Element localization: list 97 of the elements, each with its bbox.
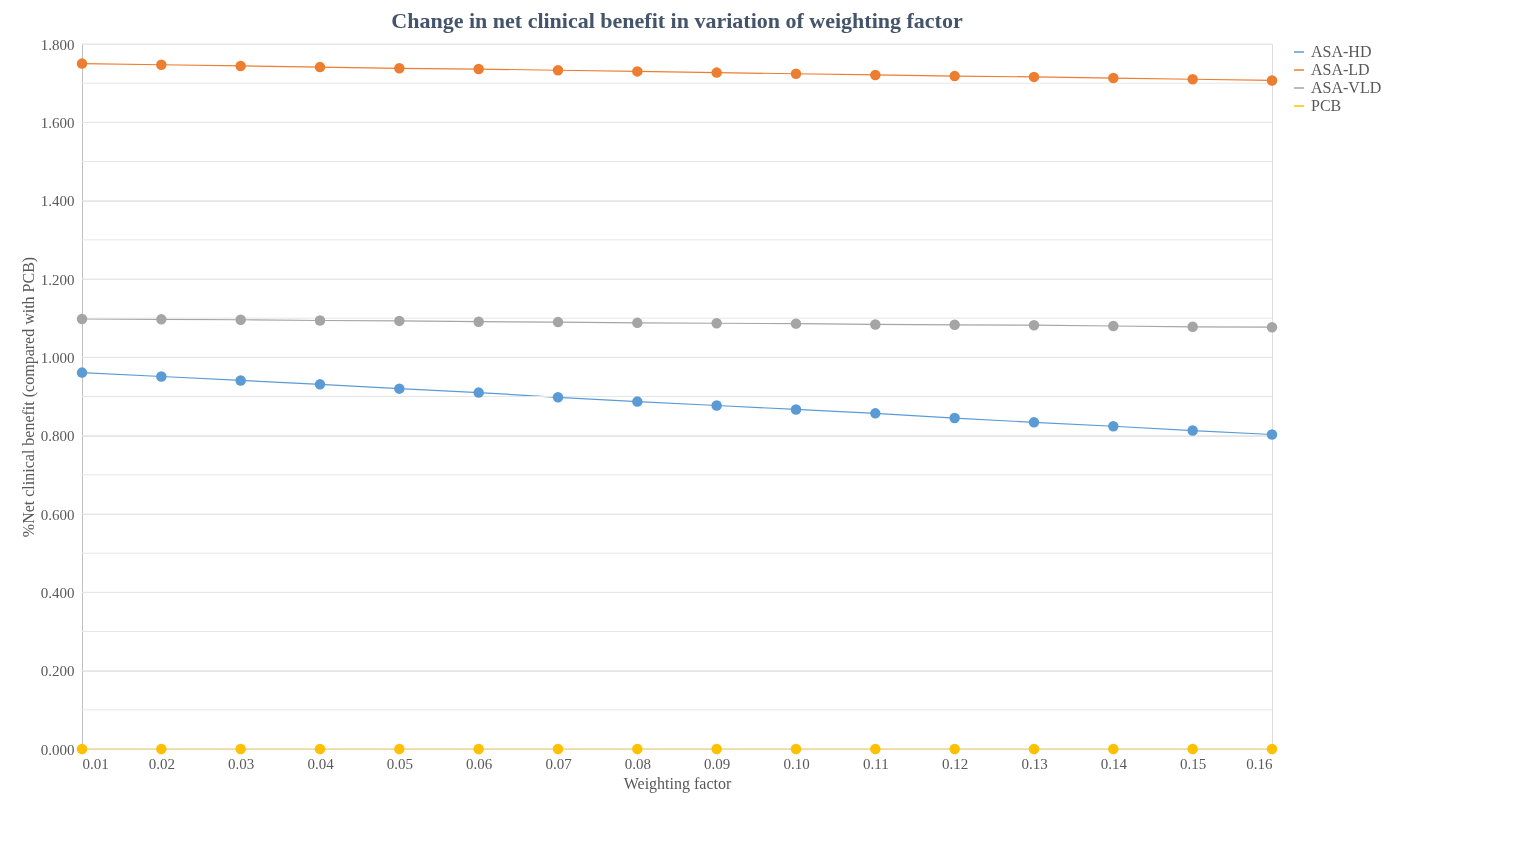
- point: [1108, 72, 1119, 84]
- point: [552, 743, 564, 755]
- x-tick-label: 0.05: [386, 755, 413, 772]
- y-axis-title: %Net clinical benefit (compared with PCB): [19, 256, 38, 538]
- y-tick-label: 0.400: [40, 584, 75, 601]
- point: [1108, 320, 1119, 332]
- legend-label: ASA-HD: [1311, 43, 1372, 60]
- point: [949, 412, 960, 424]
- y-tick-label: 0.200: [40, 663, 75, 680]
- point: [1266, 429, 1278, 440]
- point: [1187, 425, 1198, 436]
- x-tick-label: 0.14: [1100, 755, 1128, 772]
- point: [76, 58, 88, 69]
- x-tick-label: 0.03: [228, 755, 255, 772]
- x-tick-label: 0.01: [82, 755, 109, 772]
- point: [1266, 743, 1278, 755]
- y-tick-label: 1.000: [40, 349, 75, 366]
- x-tick-label: 0.04: [307, 755, 335, 772]
- point: [235, 743, 246, 755]
- point: [632, 396, 643, 407]
- point: [394, 315, 405, 327]
- y-tick-label: 0.600: [40, 506, 75, 523]
- point: [790, 404, 802, 415]
- point: [235, 60, 246, 72]
- point: [1028, 417, 1040, 428]
- x-tick-label: 0.07: [545, 755, 573, 772]
- x-tick-label: 0.11: [862, 755, 889, 772]
- point: [156, 59, 167, 70]
- point: [632, 743, 643, 755]
- point: [1028, 743, 1040, 755]
- point: [394, 383, 405, 394]
- y-tick-label: 0.000: [40, 741, 75, 758]
- point: [1266, 75, 1278, 86]
- x-tick-label: 0.09: [704, 755, 731, 772]
- point: [552, 316, 564, 328]
- point: [790, 743, 802, 755]
- point: [949, 743, 960, 755]
- point: [156, 371, 167, 382]
- point: [949, 70, 960, 82]
- x-tick-label: 0.16: [1246, 755, 1273, 772]
- point: [394, 63, 405, 74]
- point: [790, 68, 802, 79]
- point: [552, 65, 564, 76]
- point: [1108, 421, 1119, 432]
- point: [473, 316, 484, 327]
- x-tick-label: 0.12: [942, 755, 969, 772]
- y-tick-label: 1.800: [40, 36, 75, 53]
- point: [1028, 71, 1040, 83]
- point: [314, 61, 326, 73]
- y-tick-label: 1.200: [40, 271, 75, 288]
- point: [1187, 321, 1198, 333]
- point: [473, 63, 484, 75]
- point: [473, 743, 484, 755]
- point: [1108, 743, 1119, 755]
- point: [1187, 74, 1198, 85]
- point: [76, 367, 88, 378]
- point: [314, 379, 326, 390]
- point: [711, 400, 722, 411]
- chart-title: Change in net clinical benefit in variation of weighting factor: [391, 8, 963, 33]
- point: [314, 743, 326, 755]
- point: [552, 392, 564, 403]
- point: [314, 315, 326, 326]
- x-axis-title: Weighting factor: [623, 774, 732, 793]
- point: [473, 387, 484, 398]
- point: [870, 743, 881, 755]
- point: [711, 67, 722, 78]
- point: [1187, 743, 1198, 755]
- point: [156, 743, 167, 755]
- y-tick-label: 1.600: [40, 114, 75, 131]
- point: [632, 66, 643, 77]
- point: [790, 318, 802, 329]
- x-tick-label: 0.10: [783, 755, 810, 772]
- point: [235, 375, 246, 386]
- point: [235, 314, 246, 325]
- y-tick-label: 1.400: [40, 193, 75, 210]
- legend-label: ASA-VLD: [1311, 79, 1382, 96]
- x-tick-label: 0.06: [466, 755, 493, 772]
- x-tick-label: 0.13: [1021, 755, 1048, 772]
- point: [711, 318, 722, 329]
- x-tick-label: 0.08: [624, 755, 651, 772]
- legend-label: ASA-LD: [1311, 61, 1370, 78]
- point: [632, 317, 643, 329]
- legend-label: PCB: [1311, 97, 1342, 114]
- point: [1266, 321, 1278, 333]
- point: [76, 313, 88, 325]
- point: [949, 319, 960, 331]
- point: [76, 743, 88, 755]
- point: [870, 408, 881, 419]
- x-tick-label: 0.15: [1180, 755, 1207, 772]
- x-tick-label: 0.02: [148, 755, 175, 772]
- point: [870, 319, 881, 330]
- point: [156, 314, 167, 325]
- y-tick-label: 0.800: [40, 428, 75, 445]
- point: [870, 69, 881, 81]
- point: [1028, 319, 1040, 331]
- point: [394, 743, 405, 755]
- point: [711, 743, 722, 755]
